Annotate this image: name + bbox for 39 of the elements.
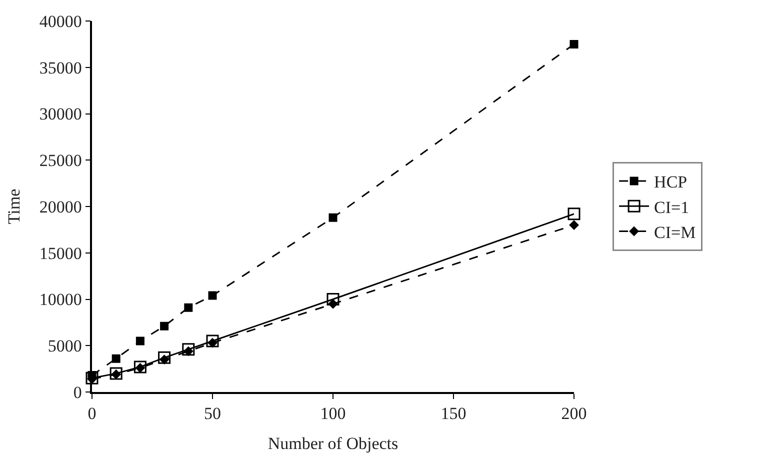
x-tick-label: 50 (204, 404, 221, 424)
point (326, 293, 340, 306)
y-axis-title: Time (4, 188, 24, 224)
point (112, 354, 120, 363)
point (86, 372, 98, 384)
point (208, 338, 218, 348)
point (136, 336, 144, 346)
y-tick-label: 25000 (39, 151, 82, 170)
x-tick-label: 100 (320, 404, 346, 424)
y-tick-label: 40000 (39, 12, 82, 31)
y-tick-label: 30000 (39, 104, 82, 124)
legend-label: HCP (654, 172, 688, 192)
y-tick-label: 10000 (39, 290, 82, 310)
point (328, 299, 338, 309)
legend-label: CI=M (654, 222, 696, 242)
point (158, 351, 171, 364)
point (136, 363, 145, 373)
point (184, 303, 193, 312)
point (160, 354, 169, 364)
point (569, 220, 579, 230)
x-tick-label: 0 (88, 404, 96, 424)
x-tick-label: 200 (561, 404, 587, 424)
legend-label: CI=1 (654, 198, 690, 217)
point (182, 343, 195, 356)
y-tick-label: 20000 (39, 197, 82, 216)
point (208, 291, 217, 300)
point (570, 40, 578, 48)
y-tick-label: 5000 (48, 336, 82, 356)
y-tick-label: 0 (73, 382, 82, 402)
point (160, 322, 169, 330)
point (568, 208, 580, 220)
x-tick-label: 150 (440, 404, 466, 424)
y-tick-label: 35000 (39, 58, 82, 78)
point (184, 346, 194, 356)
y-tick-label: 15000 (39, 244, 82, 263)
x-axis-title: Number of Objects (268, 434, 398, 454)
point (328, 213, 338, 222)
point (111, 370, 121, 380)
point (206, 334, 219, 348)
